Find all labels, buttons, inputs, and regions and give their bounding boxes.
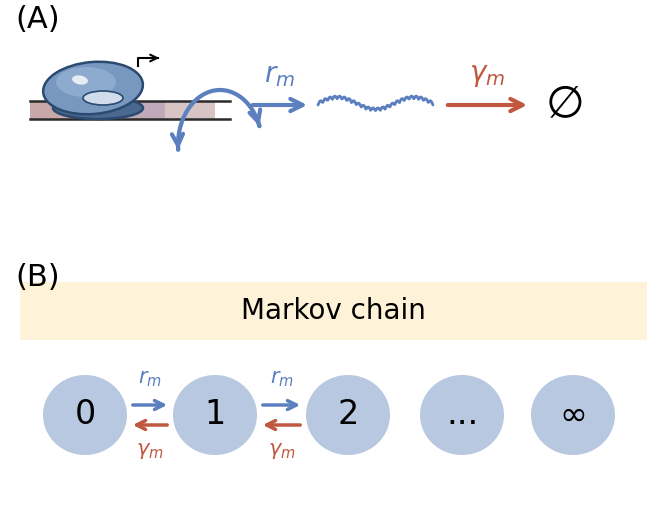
Ellipse shape	[43, 375, 127, 455]
Text: $\varnothing$: $\varnothing$	[545, 83, 582, 127]
Ellipse shape	[72, 76, 88, 85]
Ellipse shape	[531, 375, 615, 455]
Ellipse shape	[83, 91, 123, 105]
Ellipse shape	[43, 62, 143, 114]
Text: $\gamma_m$: $\gamma_m$	[267, 441, 295, 461]
Text: ∞: ∞	[559, 398, 587, 432]
Bar	[125, 101, 165, 119]
Text: ...: ...	[446, 398, 478, 432]
Bar	[165, 101, 215, 119]
Ellipse shape	[56, 67, 116, 97]
Text: (B): (B)	[15, 263, 59, 292]
Bar	[30, 101, 80, 119]
Ellipse shape	[173, 375, 257, 455]
Text: $r_m$: $r_m$	[269, 369, 293, 389]
Ellipse shape	[53, 97, 143, 119]
Text: $\gamma_m$: $\gamma_m$	[136, 441, 164, 461]
Text: 0: 0	[75, 398, 95, 432]
Text: Markov chain: Markov chain	[241, 297, 426, 325]
Text: $r_m$: $r_m$	[138, 369, 162, 389]
Text: (A): (A)	[15, 5, 59, 34]
Ellipse shape	[306, 375, 390, 455]
Ellipse shape	[420, 375, 504, 455]
Text: 1: 1	[204, 398, 225, 432]
Bar	[20, 282, 647, 340]
Bar	[80, 101, 125, 119]
Text: $r_m$: $r_m$	[265, 61, 295, 89]
Text: 2: 2	[338, 398, 359, 432]
Text: $\gamma_m$: $\gamma_m$	[470, 61, 506, 89]
